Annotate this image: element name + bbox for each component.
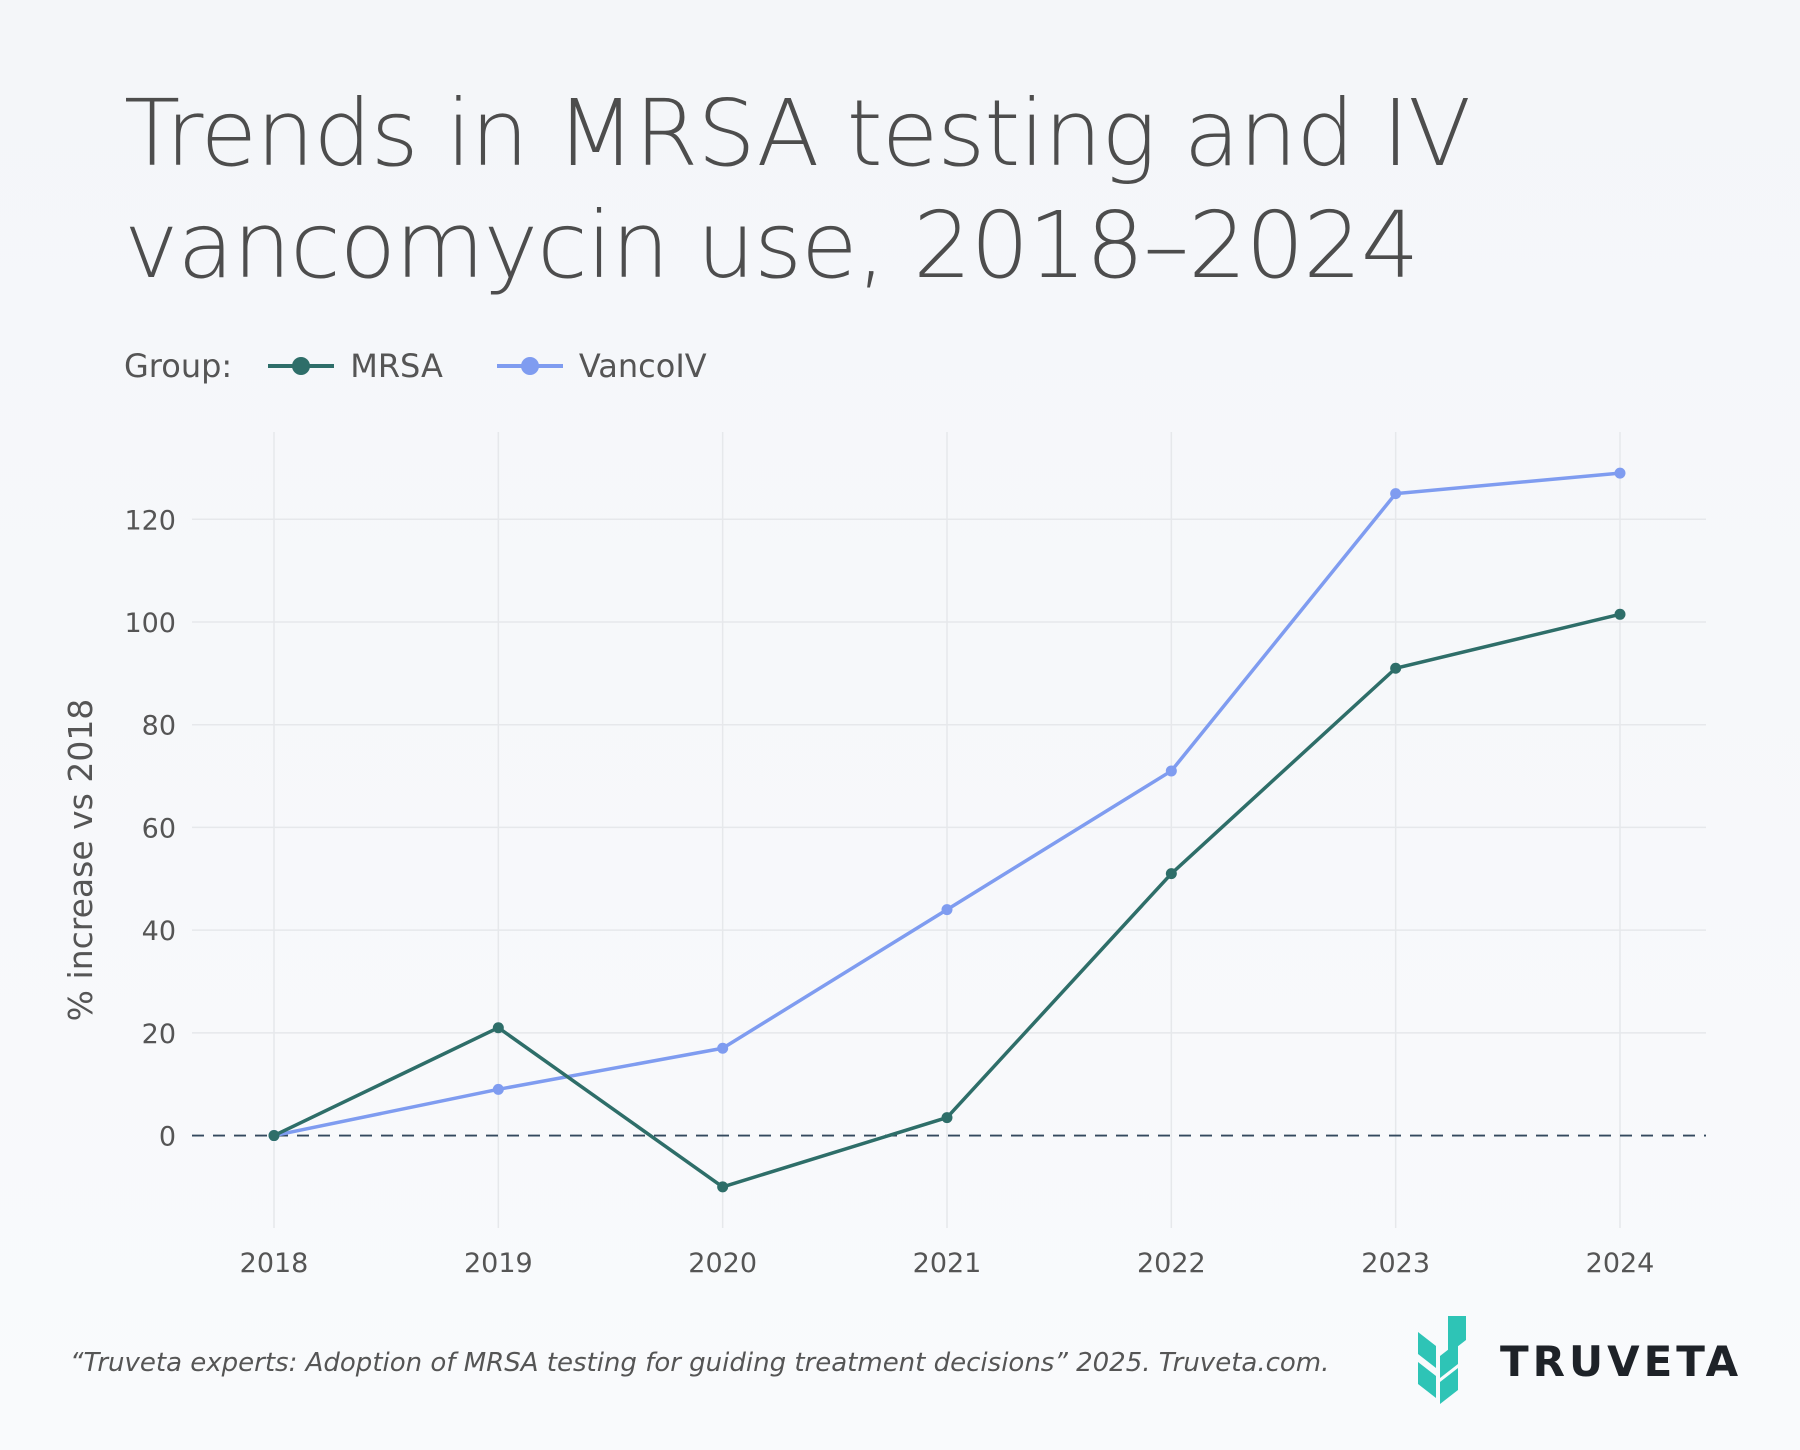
y-axis-label: % increase vs 2018 [61, 699, 100, 1022]
y-tick-label-120: 120 [124, 505, 176, 536]
y-tick-label-60: 60 [142, 813, 176, 844]
legend-swatch-mrsa [268, 357, 335, 375]
legend-label: Group: [124, 347, 233, 385]
data-point-mrsa-2019 [492, 1022, 504, 1034]
data-point-vancoiv-2022 [1165, 765, 1177, 777]
legend-item-mrsa: MRSA [266, 347, 443, 385]
x-tick-label-2018: 2018 [240, 1248, 309, 1279]
data-point-mrsa-2023 [1390, 662, 1402, 674]
legend-item-vancoiv-label: VancoIV [578, 347, 707, 385]
truveta-wordmark: TRUVETA [1500, 1336, 1743, 1386]
data-point-vancoiv-2020 [717, 1042, 729, 1054]
x-tick-label-2021: 2021 [913, 1248, 982, 1279]
data-point-mrsa-2021 [941, 1112, 953, 1124]
chart-title: Trends in MRSA testing and IV vancomycin… [124, 80, 1471, 299]
legend-item-mrsa-label: MRSA [350, 347, 443, 385]
x-tick-label-2023: 2023 [1361, 1248, 1430, 1279]
y-tick-label-40: 40 [142, 916, 176, 947]
data-point-mrsa-2024 [1614, 608, 1626, 620]
y-tick-label-20: 20 [142, 1019, 176, 1050]
legend-swatch-vancoiv [496, 357, 563, 375]
data-point-mrsa-2020 [717, 1181, 729, 1193]
data-point-mrsa-2022 [1165, 868, 1177, 880]
citation-footer: “Truveta experts: Adoption of MRSA testi… [70, 1348, 1330, 1378]
y-tick-label-100: 100 [124, 608, 176, 639]
data-point-vancoiv-2021 [941, 904, 953, 916]
legend: Group: MRSA VancoIV [124, 346, 759, 386]
data-point-vancoiv-2024 [1614, 467, 1626, 479]
y-tick-label-80: 80 [142, 711, 176, 742]
x-tick-label-2019: 2019 [464, 1248, 533, 1279]
legend-item-vancoiv: VancoIV [495, 347, 707, 385]
brand: TRUVETA [1418, 1316, 1742, 1406]
x-tick-label-2022: 2022 [1137, 1248, 1206, 1279]
data-point-mrsa-2018 [268, 1130, 280, 1142]
x-tick-label-2024: 2024 [1586, 1248, 1655, 1279]
data-point-vancoiv-2019 [492, 1083, 504, 1095]
truveta-chevron-logo-icon [1418, 1316, 1466, 1404]
data-point-vancoiv-2023 [1390, 488, 1402, 500]
y-tick-label-0: 0 [159, 1122, 176, 1153]
x-tick-label-2020: 2020 [688, 1248, 757, 1279]
